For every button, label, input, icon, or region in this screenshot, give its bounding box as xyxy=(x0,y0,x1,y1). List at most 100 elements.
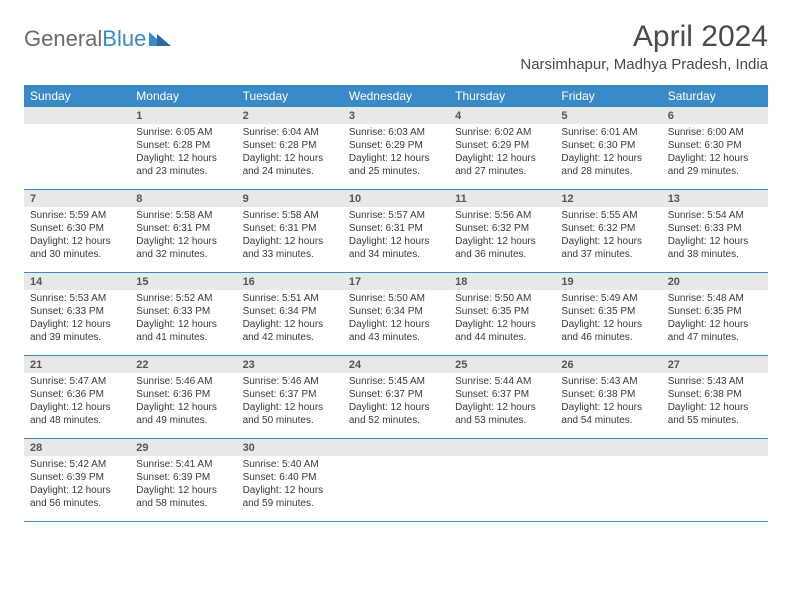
sunset-text: Sunset: 6:33 PM xyxy=(668,222,762,235)
daylight-text: Daylight: 12 hours and 58 minutes. xyxy=(136,484,230,510)
sunset-text: Sunset: 6:35 PM xyxy=(668,305,762,318)
weeks-container: 1Sunrise: 6:05 AMSunset: 6:28 PMDaylight… xyxy=(24,107,768,522)
sunset-text: Sunset: 6:33 PM xyxy=(30,305,124,318)
day-body: Sunrise: 5:43 AMSunset: 6:38 PMDaylight:… xyxy=(555,373,661,431)
day-cell: 17Sunrise: 5:50 AMSunset: 6:34 PMDayligh… xyxy=(343,273,449,355)
header: GeneralBlue April 2024 Narsimhapur, Madh… xyxy=(24,20,768,73)
day-cell: 16Sunrise: 5:51 AMSunset: 6:34 PMDayligh… xyxy=(237,273,343,355)
logo: GeneralBlue xyxy=(24,20,171,52)
sunrise-text: Sunrise: 5:50 AM xyxy=(455,292,549,305)
day-cell: 8Sunrise: 5:58 AMSunset: 6:31 PMDaylight… xyxy=(130,190,236,272)
day-body: Sunrise: 5:58 AMSunset: 6:31 PMDaylight:… xyxy=(237,207,343,265)
sunrise-text: Sunrise: 5:40 AM xyxy=(243,458,337,471)
day-cell: 10Sunrise: 5:57 AMSunset: 6:31 PMDayligh… xyxy=(343,190,449,272)
month-title: April 2024 xyxy=(520,20,768,54)
day-number xyxy=(24,107,130,124)
day-body: Sunrise: 5:50 AMSunset: 6:35 PMDaylight:… xyxy=(449,290,555,348)
day-body: Sunrise: 5:58 AMSunset: 6:31 PMDaylight:… xyxy=(130,207,236,265)
day-number: 28 xyxy=(24,439,130,456)
day-body: Sunrise: 5:46 AMSunset: 6:36 PMDaylight:… xyxy=(130,373,236,431)
sunrise-text: Sunrise: 5:46 AM xyxy=(136,375,230,388)
day-cell: 13Sunrise: 5:54 AMSunset: 6:33 PMDayligh… xyxy=(662,190,768,272)
sunset-text: Sunset: 6:36 PM xyxy=(136,388,230,401)
sunset-text: Sunset: 6:29 PM xyxy=(349,139,443,152)
sunset-text: Sunset: 6:31 PM xyxy=(349,222,443,235)
day-cell: 12Sunrise: 5:55 AMSunset: 6:32 PMDayligh… xyxy=(555,190,661,272)
sunset-text: Sunset: 6:32 PM xyxy=(455,222,549,235)
day-number xyxy=(343,439,449,456)
sunrise-text: Sunrise: 5:53 AM xyxy=(30,292,124,305)
day-cell xyxy=(662,439,768,521)
daylight-text: Daylight: 12 hours and 49 minutes. xyxy=(136,401,230,427)
sunset-text: Sunset: 6:39 PM xyxy=(30,471,124,484)
sunrise-text: Sunrise: 5:58 AM xyxy=(136,209,230,222)
day-number: 23 xyxy=(237,356,343,373)
day-body: Sunrise: 5:53 AMSunset: 6:33 PMDaylight:… xyxy=(24,290,130,348)
day-number: 17 xyxy=(343,273,449,290)
sunset-text: Sunset: 6:38 PM xyxy=(561,388,655,401)
day-number: 25 xyxy=(449,356,555,373)
daylight-text: Daylight: 12 hours and 47 minutes. xyxy=(668,318,762,344)
day-body: Sunrise: 5:52 AMSunset: 6:33 PMDaylight:… xyxy=(130,290,236,348)
daylight-text: Daylight: 12 hours and 30 minutes. xyxy=(30,235,124,261)
day-number: 5 xyxy=(555,107,661,124)
day-number: 26 xyxy=(555,356,661,373)
sunset-text: Sunset: 6:37 PM xyxy=(455,388,549,401)
day-cell: 26Sunrise: 5:43 AMSunset: 6:38 PMDayligh… xyxy=(555,356,661,438)
week-row: 21Sunrise: 5:47 AMSunset: 6:36 PMDayligh… xyxy=(24,356,768,439)
day-number: 16 xyxy=(237,273,343,290)
day-body: Sunrise: 5:51 AMSunset: 6:34 PMDaylight:… xyxy=(237,290,343,348)
day-number: 19 xyxy=(555,273,661,290)
day-body: Sunrise: 5:43 AMSunset: 6:38 PMDaylight:… xyxy=(662,373,768,431)
sunset-text: Sunset: 6:28 PM xyxy=(243,139,337,152)
sunset-text: Sunset: 6:30 PM xyxy=(668,139,762,152)
day-cell: 22Sunrise: 5:46 AMSunset: 6:36 PMDayligh… xyxy=(130,356,236,438)
day-body: Sunrise: 5:54 AMSunset: 6:33 PMDaylight:… xyxy=(662,207,768,265)
day-number: 4 xyxy=(449,107,555,124)
sunrise-text: Sunrise: 5:48 AM xyxy=(668,292,762,305)
day-cell: 1Sunrise: 6:05 AMSunset: 6:28 PMDaylight… xyxy=(130,107,236,189)
day-number: 8 xyxy=(130,190,236,207)
day-header: Tuesday xyxy=(237,85,343,107)
day-number: 22 xyxy=(130,356,236,373)
day-headers-row: Sunday Monday Tuesday Wednesday Thursday… xyxy=(24,85,768,107)
day-cell: 14Sunrise: 5:53 AMSunset: 6:33 PMDayligh… xyxy=(24,273,130,355)
day-cell xyxy=(449,439,555,521)
sunset-text: Sunset: 6:30 PM xyxy=(30,222,124,235)
week-row: 14Sunrise: 5:53 AMSunset: 6:33 PMDayligh… xyxy=(24,273,768,356)
day-number xyxy=(555,439,661,456)
day-body: Sunrise: 5:47 AMSunset: 6:36 PMDaylight:… xyxy=(24,373,130,431)
daylight-text: Daylight: 12 hours and 59 minutes. xyxy=(243,484,337,510)
sunset-text: Sunset: 6:35 PM xyxy=(455,305,549,318)
sunrise-text: Sunrise: 5:42 AM xyxy=(30,458,124,471)
day-cell: 25Sunrise: 5:44 AMSunset: 6:37 PMDayligh… xyxy=(449,356,555,438)
day-number: 1 xyxy=(130,107,236,124)
sunset-text: Sunset: 6:34 PM xyxy=(243,305,337,318)
daylight-text: Daylight: 12 hours and 36 minutes. xyxy=(455,235,549,261)
sunset-text: Sunset: 6:30 PM xyxy=(561,139,655,152)
day-number: 3 xyxy=(343,107,449,124)
day-cell: 27Sunrise: 5:43 AMSunset: 6:38 PMDayligh… xyxy=(662,356,768,438)
sunrise-text: Sunrise: 5:50 AM xyxy=(349,292,443,305)
day-number: 11 xyxy=(449,190,555,207)
day-number: 2 xyxy=(237,107,343,124)
daylight-text: Daylight: 12 hours and 52 minutes. xyxy=(349,401,443,427)
day-cell: 5Sunrise: 6:01 AMSunset: 6:30 PMDaylight… xyxy=(555,107,661,189)
day-number: 13 xyxy=(662,190,768,207)
day-body: Sunrise: 5:44 AMSunset: 6:37 PMDaylight:… xyxy=(449,373,555,431)
day-body xyxy=(343,456,449,462)
day-cell: 20Sunrise: 5:48 AMSunset: 6:35 PMDayligh… xyxy=(662,273,768,355)
sunrise-text: Sunrise: 6:00 AM xyxy=(668,126,762,139)
sunrise-text: Sunrise: 5:56 AM xyxy=(455,209,549,222)
daylight-text: Daylight: 12 hours and 27 minutes. xyxy=(455,152,549,178)
sunrise-text: Sunrise: 5:57 AM xyxy=(349,209,443,222)
day-number: 6 xyxy=(662,107,768,124)
day-cell: 24Sunrise: 5:45 AMSunset: 6:37 PMDayligh… xyxy=(343,356,449,438)
day-cell: 30Sunrise: 5:40 AMSunset: 6:40 PMDayligh… xyxy=(237,439,343,521)
day-number: 24 xyxy=(343,356,449,373)
day-cell: 19Sunrise: 5:49 AMSunset: 6:35 PMDayligh… xyxy=(555,273,661,355)
day-body: Sunrise: 6:01 AMSunset: 6:30 PMDaylight:… xyxy=(555,124,661,182)
day-body: Sunrise: 6:00 AMSunset: 6:30 PMDaylight:… xyxy=(662,124,768,182)
day-cell: 9Sunrise: 5:58 AMSunset: 6:31 PMDaylight… xyxy=(237,190,343,272)
title-block: April 2024 Narsimhapur, Madhya Pradesh, … xyxy=(520,20,768,73)
